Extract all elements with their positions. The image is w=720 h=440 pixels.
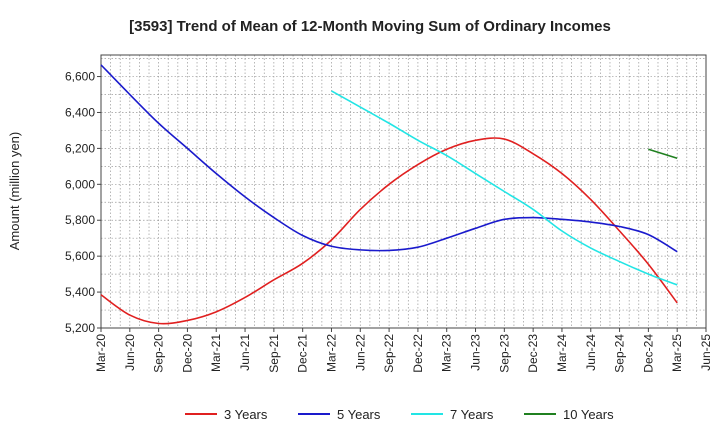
x-tick-label: Jun-20 — [123, 334, 137, 371]
x-tick-label: Dec-21 — [296, 334, 310, 373]
y-tick-label: 5,200 — [65, 321, 95, 335]
legend-label-5-years: 5 Years — [337, 407, 381, 422]
series-line-10-years — [648, 148, 678, 160]
x-tick-label: Mar-24 — [555, 334, 569, 372]
series-lines — [100, 64, 678, 325]
y-axis-label: Amount (million yen) — [7, 132, 22, 251]
x-tick-label: Sep-20 — [152, 334, 166, 373]
legend-label-3-years: 3 Years — [224, 407, 268, 422]
legend: 3 Years 5 Years 7 Years 10 Years — [185, 407, 614, 422]
x-tick-label: Dec-23 — [526, 334, 540, 373]
chart-title: [3593] Trend of Mean of 12-Month Moving … — [129, 18, 611, 35]
x-tick-label: Dec-24 — [641, 334, 655, 373]
x-tick-label: Mar-21 — [209, 334, 223, 372]
y-tick-label: 6,400 — [65, 105, 95, 119]
x-tick-label: Mar-20 — [94, 334, 108, 372]
x-tick-label: Mar-23 — [440, 334, 454, 372]
x-tick-label: Sep-23 — [497, 334, 511, 373]
x-tick-label: Sep-24 — [613, 334, 627, 373]
x-tick-label: Dec-20 — [180, 334, 194, 373]
x-tick-label: Jun-21 — [238, 334, 252, 371]
x-tick-label: Sep-21 — [267, 334, 281, 373]
y-tick-label: 5,400 — [65, 285, 95, 299]
x-tick-label: Mar-22 — [324, 334, 338, 372]
legend-label-7-years: 7 Years — [450, 407, 494, 422]
x-tick-label: Dec-22 — [411, 334, 425, 373]
plot-frame — [100, 54, 707, 329]
x-axis: Mar-20 Jun-20 Sep-20 Dec-20 Mar-21 Jun-21 Sep-… — [94, 328, 713, 373]
grid — [101, 55, 706, 328]
series-line-3-years — [100, 137, 678, 325]
y-axis: 5,200 5,400 5,600 5,800 6,000 6,200 6,400 6,600 — [65, 70, 101, 335]
series-line-5-years — [100, 64, 678, 253]
y-tick-label: 5,600 — [65, 249, 95, 263]
x-tick-label: Jun-23 — [469, 334, 483, 371]
y-tick-label: 6,600 — [65, 70, 95, 84]
x-tick-label: Jun-24 — [584, 334, 598, 371]
x-tick-label: Jun-22 — [353, 334, 367, 371]
x-tick-label: Mar-25 — [670, 334, 684, 372]
y-tick-label: 6,000 — [65, 177, 95, 191]
y-tick-label: 6,200 — [65, 141, 95, 155]
legend-label-10-years: 10 Years — [563, 407, 614, 422]
y-tick-label: 5,800 — [65, 213, 95, 227]
series-line-7-years — [331, 90, 678, 286]
x-tick-label: Jun-25 — [699, 334, 713, 371]
x-tick-label: Sep-22 — [382, 334, 396, 373]
